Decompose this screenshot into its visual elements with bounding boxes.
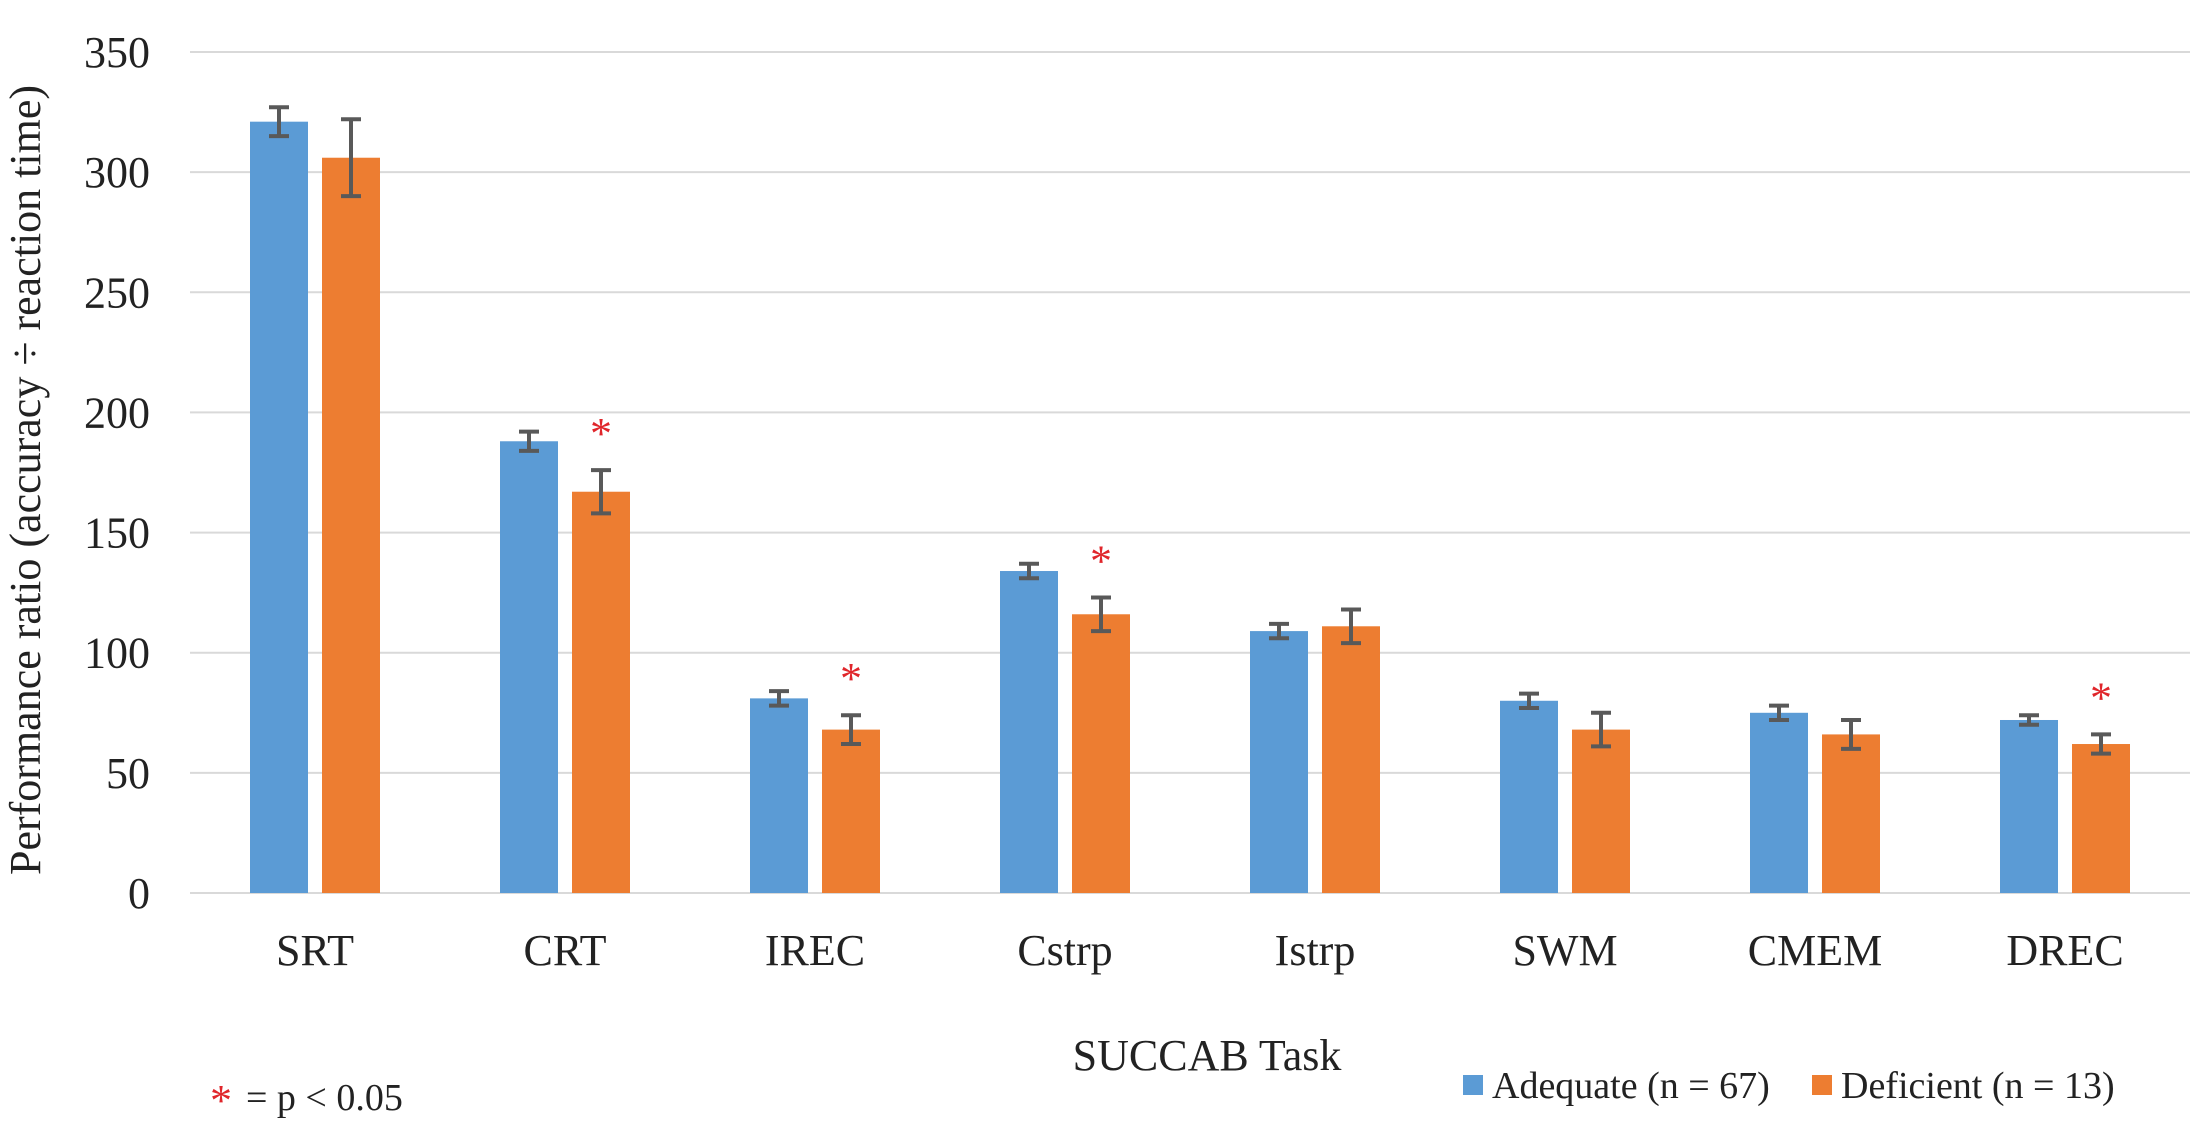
bar-swm-deficient (1572, 729, 1630, 893)
significance-note-star: * (210, 1076, 232, 1125)
x-tick-label-swm: SWM (1512, 926, 1617, 975)
x-tick-label-irec: IREC (765, 926, 865, 975)
y-axis-ticks: 0 50 100 150 200 250 300 350 (84, 28, 150, 918)
bar-istrp-adequate (1250, 631, 1308, 893)
error-bar-crt-adequate (519, 429, 539, 453)
error-bar-srt-adequate (269, 105, 289, 139)
legend-label-adequate: Adequate (n = 67) (1492, 1065, 1770, 1107)
error-bar-istrp-deficient (1341, 607, 1361, 646)
error-bar-crt-deficient (591, 468, 611, 516)
significance-star-crt: * (590, 409, 612, 458)
error-bar-cstrp-deficient (1091, 595, 1111, 634)
y-tick-label: 250 (84, 268, 150, 317)
y-tick-label: 350 (84, 28, 150, 77)
error-bar-swm-deficient (1591, 710, 1611, 749)
significance-star-irec: * (840, 654, 862, 703)
bar-crt-deficient (572, 491, 630, 893)
bar-istrp-deficient (1322, 626, 1380, 893)
bar-srt-adequate (250, 121, 308, 893)
y-tick-label: 150 (84, 509, 150, 558)
gridlines (190, 51, 2190, 894)
bars (250, 121, 2130, 893)
bar-irec-deficient (822, 729, 880, 893)
error-bar-srt-deficient (341, 117, 361, 199)
legend-label-deficient: Deficient (n = 13) (1841, 1065, 2115, 1107)
error-bar-irec-deficient (841, 713, 861, 747)
y-tick-label: 100 (84, 629, 150, 678)
y-axis-title: Performance ratio (accuracy ÷ reaction t… (1, 85, 50, 875)
error-bars (269, 105, 2111, 756)
error-bar-swm-adequate (1519, 691, 1539, 710)
error-bar-istrp-adequate (1269, 621, 1289, 641)
x-tick-label-cstrp: Cstrp (1017, 926, 1112, 975)
x-tick-label-drec: DREC (2006, 926, 2123, 975)
x-tick-label-istrp: Istrp (1275, 926, 1356, 975)
y-tick-label: 0 (128, 869, 150, 918)
x-axis-categories: SRT CRT IREC Cstrp Istrp SWM CMEM DREC (276, 926, 2124, 975)
y-tick-label: 300 (84, 148, 150, 197)
x-tick-label-crt: CRT (524, 926, 607, 975)
x-tick-label-cmem: CMEM (1748, 926, 1882, 975)
y-tick-label: 50 (106, 749, 150, 798)
error-bar-irec-adequate (769, 689, 789, 708)
significance-markers: * * * * (590, 409, 2112, 722)
error-bar-cstrp-adequate (1019, 561, 1039, 581)
bar-cmem-deficient (1822, 734, 1880, 893)
significance-star-drec: * (2090, 673, 2112, 722)
bar-drec-deficient (2072, 744, 2130, 893)
legend-swatch-adequate (1463, 1075, 1483, 1095)
bar-srt-deficient (322, 157, 380, 893)
significance-note-text: = p < 0.05 (246, 1077, 403, 1119)
x-tick-label-srt: SRT (276, 926, 354, 975)
legend-swatch-deficient (1812, 1075, 1832, 1095)
error-bar-cmem-adequate (1769, 703, 1789, 722)
legend: Adequate (n = 67) Deficient (n = 13) (1463, 1065, 2115, 1107)
bar-cstrp-adequate (1000, 571, 1058, 893)
bar-crt-adequate (500, 441, 558, 893)
error-bar-cmem-deficient (1841, 717, 1861, 751)
bar-drec-adequate (2000, 719, 2058, 893)
significance-star-cstrp: * (1090, 536, 1112, 585)
bar-irec-adequate (750, 698, 808, 893)
bar-swm-adequate (1500, 700, 1558, 893)
significance-note: * = p < 0.05 (210, 1076, 403, 1125)
bar-cstrp-deficient (1072, 614, 1130, 893)
error-bar-drec-deficient (2091, 732, 2111, 756)
error-bar-drec-adequate (2019, 713, 2039, 727)
bar-cmem-adequate (1750, 712, 1808, 893)
y-tick-label: 200 (84, 388, 150, 437)
x-axis-title: SUCCAB Task (1073, 1031, 1342, 1080)
